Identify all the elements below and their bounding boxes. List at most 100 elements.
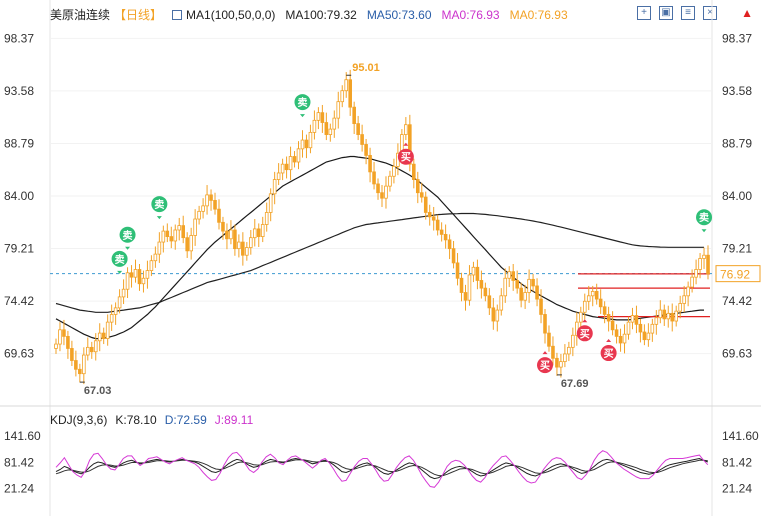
candle-body [483,287,488,297]
candle-body [451,248,456,264]
signal-arrow [117,270,123,274]
ma50-value: MA50:73.60 [366,8,432,22]
ma-indicator-icon[interactable] [172,10,183,20]
kdj-j-line [55,450,709,488]
candle-body [372,171,376,185]
fullscreen-icon[interactable]: ▣ [659,6,673,20]
candle-body [531,278,535,287]
current-price-box [715,265,761,283]
close-icon[interactable]: × [703,6,717,20]
settings-icon[interactable]: ≡ [681,6,695,20]
candle-body [507,271,512,279]
signal-label: 卖 [699,211,709,224]
candle-body [93,340,98,353]
candle-body [332,117,337,130]
y-tick-label-left: 74.42 [4,294,34,308]
sell-signal [119,226,136,243]
candle-body [58,329,62,345]
candle-body [535,285,539,300]
candle-body [423,196,428,213]
signal-label: 买 [401,152,411,164]
candle-body [89,346,94,353]
candle-body [237,241,241,250]
candle-body [491,307,496,322]
symbol-name: 美原油连续 [50,8,111,22]
candle-body [105,321,110,339]
candle-body [408,124,412,165]
candle-body [312,119,317,133]
candle-body [412,163,416,180]
candle-body [308,131,313,149]
candle-body [264,212,269,225]
candle-body [78,368,82,375]
candle-body [229,229,233,240]
candle-body [638,323,643,333]
candle-body [256,228,261,237]
candle-body [62,329,66,337]
signal-label: 买 [540,360,550,372]
ma50-line [55,155,704,340]
candle-body [654,317,659,325]
candle-body [487,295,492,309]
candle-body [153,253,158,262]
candle-body [690,276,694,288]
candle-body [74,360,78,370]
candle-body [185,237,189,252]
candle-body [320,112,325,123]
candle-body [109,314,114,323]
candle-body [137,269,142,285]
candle-body [471,266,476,276]
up-arrow-icon[interactable]: ▲ [741,6,753,20]
candle-body [555,357,559,368]
candle-body [515,280,519,289]
kdj-tick-label-right: 21.24 [722,482,752,496]
candle-body [161,230,166,243]
candle-body [205,194,209,207]
candle-body [606,314,611,322]
candle-body [392,165,396,177]
sell-signal [294,94,311,111]
y-tick-label-right: 88.79 [722,136,752,150]
candle-body [467,274,472,301]
low-price-label: 67.03 [84,385,112,397]
candle-body [686,286,690,297]
signal-label: 买 [580,328,590,340]
candle-body [209,194,213,201]
expand-icon[interactable]: + [637,6,651,20]
candle-body [272,179,277,195]
candle-body [193,218,197,236]
candle-body [503,277,508,297]
candle-body [133,269,138,278]
candle-body [559,361,563,368]
signal-label: 卖 [154,198,164,211]
ma100-value: MA100:79.32 [285,8,357,22]
candle-body [360,134,364,145]
signal-label: 卖 [115,253,125,266]
candle-body [82,354,86,375]
candle-body [141,277,146,285]
candle-body [479,280,484,289]
ma-config-label[interactable]: MA1(100,50,0,0) [186,8,276,22]
candle-body [54,343,58,349]
y-tick-label-left: 93.58 [4,84,34,98]
candle-body [292,156,297,163]
candle-body [598,298,603,308]
candle-body [567,346,571,355]
candle-body [189,235,193,252]
candle-body [249,237,253,248]
candle-body [288,156,293,171]
period-label[interactable]: 【日线】 [114,8,163,22]
candle-body [475,266,480,281]
candle-body [324,122,329,135]
candle-body [173,229,178,242]
candle-body [622,333,627,344]
candle-body [328,128,333,135]
candle-body [642,331,647,341]
ma0-value-a: MA0:76.93 [441,8,500,22]
candle-body [459,277,464,293]
kdj-k-value: K:78.10 [115,413,157,427]
buy-signal [600,345,617,362]
y-tick-label-right: 69.63 [722,347,752,361]
buy-signal [397,148,414,165]
